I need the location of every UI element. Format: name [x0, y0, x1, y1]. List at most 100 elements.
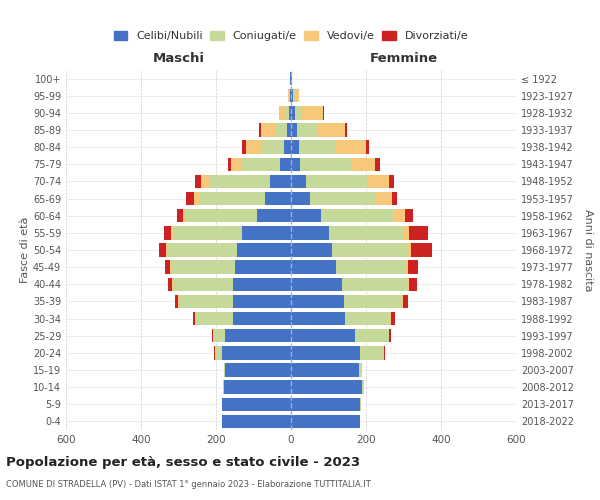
- Bar: [196, 174, 291, 188]
- Bar: [291, 226, 329, 239]
- Bar: [278, 106, 291, 120]
- Bar: [291, 106, 323, 120]
- Bar: [278, 106, 291, 120]
- Bar: [194, 312, 291, 326]
- Bar: [291, 140, 336, 154]
- Bar: [233, 312, 291, 326]
- Bar: [167, 244, 291, 256]
- Bar: [291, 380, 364, 394]
- Bar: [288, 89, 291, 102]
- Bar: [291, 174, 389, 188]
- Bar: [231, 158, 291, 171]
- Bar: [261, 140, 291, 154]
- Bar: [291, 278, 409, 291]
- Bar: [291, 72, 292, 86]
- Bar: [201, 174, 291, 188]
- Bar: [226, 364, 291, 376]
- Bar: [291, 124, 346, 136]
- Bar: [290, 72, 291, 86]
- Bar: [291, 106, 323, 120]
- Bar: [291, 380, 364, 394]
- Bar: [291, 174, 306, 188]
- Bar: [291, 192, 310, 205]
- Bar: [291, 158, 376, 171]
- Bar: [183, 209, 291, 222]
- Bar: [166, 244, 291, 256]
- Bar: [291, 244, 411, 256]
- Bar: [211, 174, 291, 188]
- Bar: [291, 106, 302, 120]
- Bar: [291, 312, 391, 326]
- Bar: [291, 140, 369, 154]
- Bar: [291, 192, 392, 205]
- Bar: [288, 89, 291, 102]
- Bar: [291, 278, 341, 291]
- Bar: [291, 89, 295, 102]
- Bar: [291, 278, 407, 291]
- Bar: [280, 158, 291, 171]
- Bar: [172, 278, 291, 291]
- Bar: [186, 192, 291, 205]
- Bar: [291, 329, 389, 342]
- Bar: [286, 106, 291, 120]
- Bar: [178, 294, 291, 308]
- Bar: [221, 414, 291, 428]
- Bar: [291, 329, 391, 342]
- Bar: [291, 364, 362, 376]
- Bar: [223, 364, 291, 376]
- Bar: [291, 414, 361, 428]
- Bar: [223, 364, 291, 376]
- Bar: [290, 72, 291, 86]
- Bar: [214, 346, 291, 360]
- Bar: [265, 192, 291, 205]
- Bar: [291, 209, 321, 222]
- Bar: [291, 209, 406, 222]
- Bar: [289, 89, 291, 102]
- Bar: [291, 312, 395, 326]
- Bar: [287, 124, 291, 136]
- Bar: [216, 346, 291, 360]
- Bar: [164, 260, 291, 274]
- Bar: [291, 192, 376, 205]
- Bar: [290, 89, 291, 102]
- Bar: [223, 380, 291, 394]
- Bar: [221, 398, 291, 411]
- Bar: [291, 260, 409, 274]
- Bar: [171, 260, 291, 274]
- Bar: [173, 226, 291, 239]
- Bar: [291, 364, 359, 376]
- Bar: [291, 364, 362, 376]
- Bar: [271, 174, 291, 188]
- Bar: [290, 72, 291, 86]
- Bar: [169, 278, 291, 291]
- Y-axis label: Anni di nascita: Anni di nascita: [583, 209, 593, 291]
- Bar: [291, 278, 416, 291]
- Bar: [236, 244, 291, 256]
- Bar: [291, 294, 403, 308]
- Bar: [223, 364, 291, 376]
- Bar: [291, 346, 385, 360]
- Bar: [291, 294, 343, 308]
- Bar: [291, 398, 361, 411]
- Bar: [291, 124, 317, 136]
- Bar: [291, 158, 380, 171]
- Bar: [179, 294, 291, 308]
- Bar: [221, 346, 291, 360]
- Bar: [291, 192, 397, 205]
- Bar: [214, 329, 291, 342]
- Bar: [291, 294, 409, 308]
- Bar: [291, 414, 361, 428]
- Bar: [291, 124, 296, 136]
- Y-axis label: Fasce di età: Fasce di età: [20, 217, 30, 283]
- Bar: [175, 294, 291, 308]
- Bar: [226, 329, 291, 342]
- Bar: [291, 364, 362, 376]
- Bar: [291, 312, 346, 326]
- Bar: [291, 414, 361, 428]
- Bar: [259, 124, 291, 136]
- Bar: [291, 226, 404, 239]
- Bar: [257, 209, 291, 222]
- Bar: [290, 72, 291, 86]
- Bar: [284, 140, 291, 154]
- Bar: [291, 244, 431, 256]
